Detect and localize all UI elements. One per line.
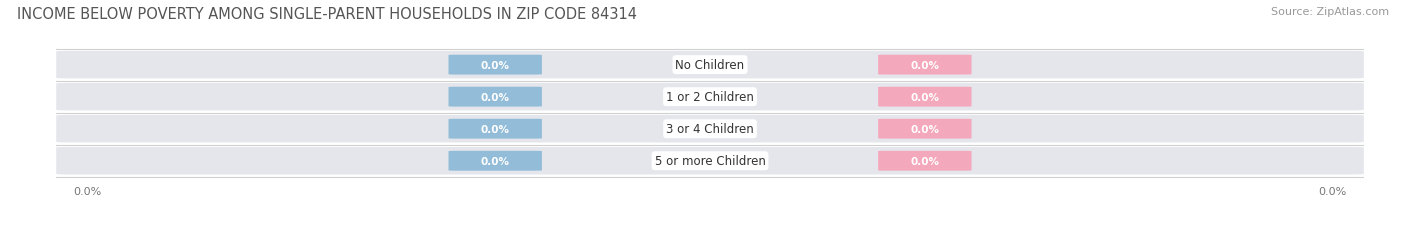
Text: No Children: No Children <box>675 59 745 72</box>
FancyBboxPatch shape <box>449 119 541 139</box>
Text: 0.0%: 0.0% <box>481 124 510 134</box>
Text: 1 or 2 Children: 1 or 2 Children <box>666 91 754 104</box>
FancyBboxPatch shape <box>449 151 541 171</box>
FancyBboxPatch shape <box>449 55 541 75</box>
Text: 5 or more Children: 5 or more Children <box>655 155 765 167</box>
Text: 3 or 4 Children: 3 or 4 Children <box>666 123 754 136</box>
FancyBboxPatch shape <box>879 55 972 75</box>
FancyBboxPatch shape <box>879 119 972 139</box>
Text: Source: ZipAtlas.com: Source: ZipAtlas.com <box>1271 7 1389 17</box>
FancyBboxPatch shape <box>879 151 972 171</box>
Text: 0.0%: 0.0% <box>910 92 939 102</box>
Text: 0.0%: 0.0% <box>481 92 510 102</box>
Text: 0.0%: 0.0% <box>481 156 510 166</box>
FancyBboxPatch shape <box>879 87 972 107</box>
FancyBboxPatch shape <box>56 52 1364 79</box>
Text: 0.0%: 0.0% <box>910 60 939 70</box>
Text: 0.0%: 0.0% <box>481 60 510 70</box>
Text: INCOME BELOW POVERTY AMONG SINGLE-PARENT HOUSEHOLDS IN ZIP CODE 84314: INCOME BELOW POVERTY AMONG SINGLE-PARENT… <box>17 7 637 22</box>
FancyBboxPatch shape <box>56 116 1364 143</box>
FancyBboxPatch shape <box>56 147 1364 175</box>
FancyBboxPatch shape <box>56 84 1364 111</box>
Text: 0.0%: 0.0% <box>910 156 939 166</box>
FancyBboxPatch shape <box>449 87 541 107</box>
Text: 0.0%: 0.0% <box>910 124 939 134</box>
